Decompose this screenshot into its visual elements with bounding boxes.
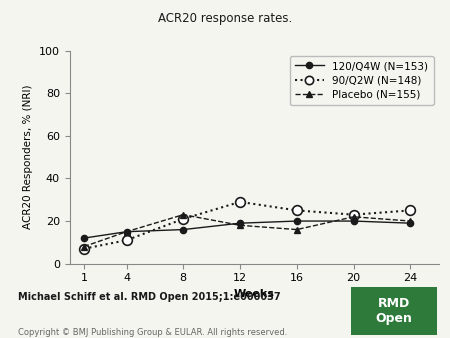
Y-axis label: ACR20 Responders, % (NRI): ACR20 Responders, % (NRI) bbox=[23, 85, 33, 230]
Text: RMD
Open: RMD Open bbox=[375, 297, 412, 325]
Text: ACR20 response rates.: ACR20 response rates. bbox=[158, 12, 292, 25]
Text: Copyright © BMJ Publishing Group & EULAR. All rights reserved.: Copyright © BMJ Publishing Group & EULAR… bbox=[18, 328, 288, 337]
Legend: 120/Q4W (N=153), 90/Q2W (N=148), Placebo (N=155): 120/Q4W (N=153), 90/Q2W (N=148), Placebo… bbox=[290, 56, 433, 105]
X-axis label: Weeks: Weeks bbox=[234, 289, 274, 299]
Text: Michael Schiff et al. RMD Open 2015;1:e000037: Michael Schiff et al. RMD Open 2015;1:e0… bbox=[18, 292, 281, 303]
